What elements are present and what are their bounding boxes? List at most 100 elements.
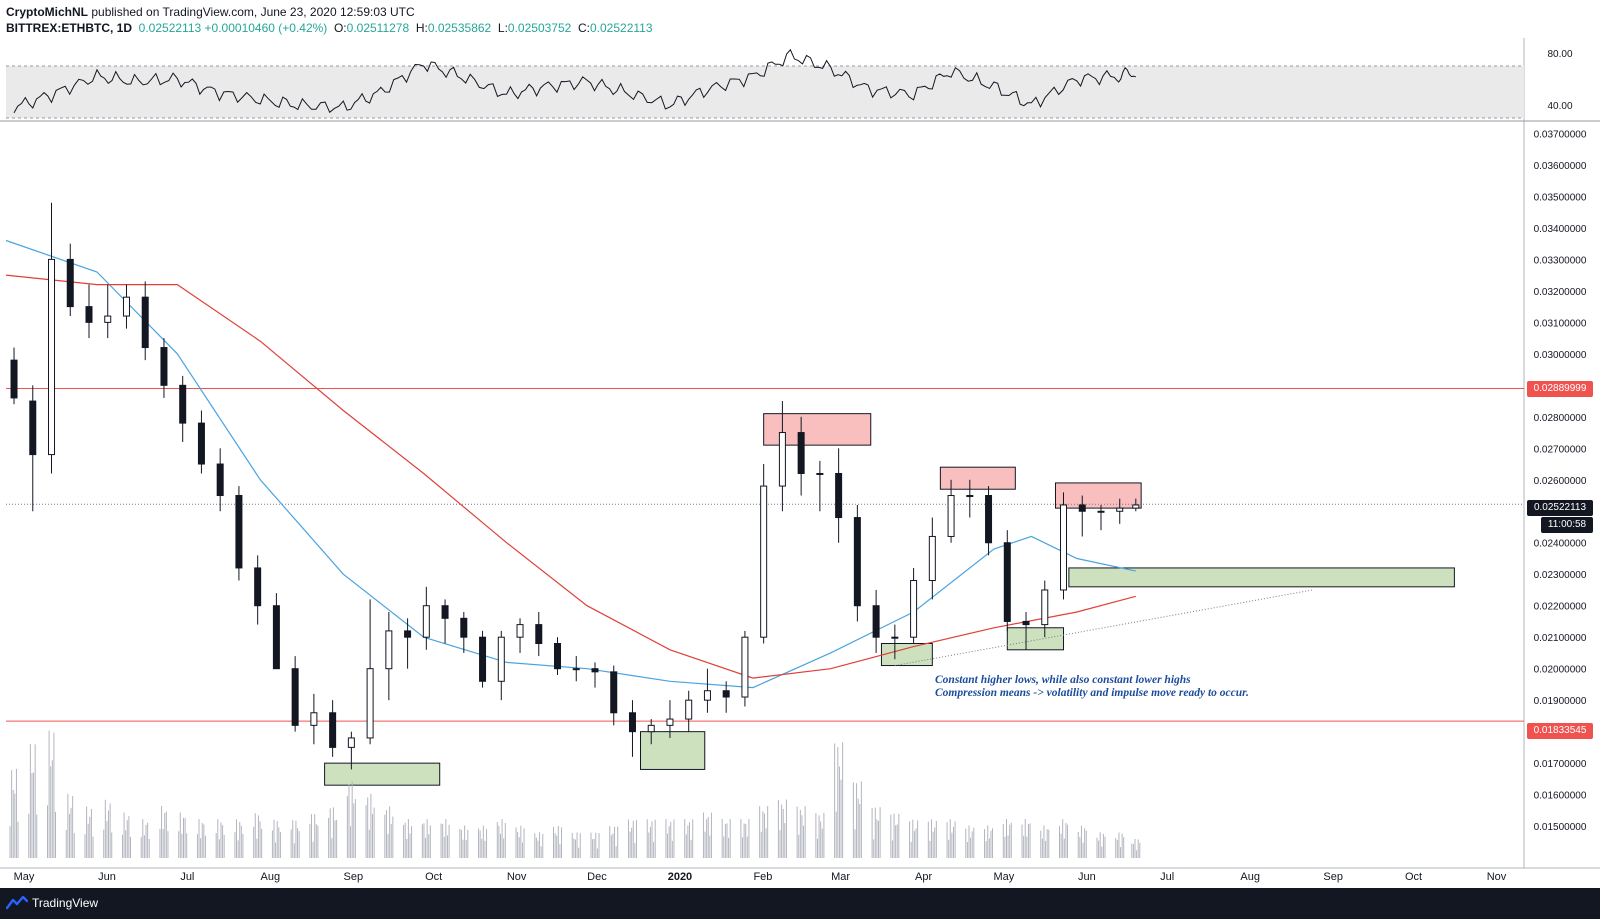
candle-body-38: [722, 690, 730, 698]
candle-body-17: [329, 712, 337, 748]
candle-body-29: [554, 642, 562, 670]
candle-body-12: [235, 495, 243, 569]
candle-body-31: [591, 668, 599, 673]
demand-zone-7: [324, 762, 441, 786]
time-tick-label-0: May: [14, 871, 35, 883]
candle-body-9: [179, 384, 187, 424]
price-tick-label-15: 0.02000000: [1534, 665, 1587, 676]
time-tick-label-15: Aug: [1240, 871, 1260, 883]
candle-body-23: [441, 605, 449, 619]
symbol-label[interactable]: BITTREX:ETHBTC, 1D: [6, 21, 132, 35]
moving-average-0: [5, 239, 1136, 689]
price-tick-label-3: 0.03400000: [1534, 224, 1587, 235]
chart-header: CryptoMichNL published on TradingView.co…: [0, 0, 1600, 38]
candle-body-18: [347, 737, 355, 748]
footer-brand[interactable]: TradingView: [6, 896, 98, 910]
candle-body-3: [66, 258, 74, 308]
last-price: 0.02522113: [138, 21, 202, 35]
candle-body-24: [460, 617, 468, 638]
candle-body-32: [610, 671, 618, 714]
candle-body-44: [835, 472, 843, 519]
time-tick-label-6: Nov: [507, 871, 527, 883]
chart-annotation: Constant higher lows, while also constan…: [935, 674, 1249, 700]
time-tick-label-9: Feb: [753, 871, 772, 883]
candle-body-15: [291, 668, 299, 726]
time-tick-label-4: Sep: [344, 871, 364, 883]
last-price-tag: 0.02522113: [1527, 500, 1593, 516]
price-tick-label-16: 0.01900000: [1534, 696, 1587, 707]
candle-body-22: [422, 605, 430, 638]
candle-body-1: [29, 400, 37, 456]
price-tick-label-13: 0.02200000: [1534, 602, 1587, 613]
symbol-ohlc-line: BITTREX:ETHBTC, 1D 0.02522113 +0.0001046…: [6, 21, 653, 35]
candle-body-40: [760, 485, 768, 638]
open-label: O:: [333, 21, 347, 35]
price-tick-label-18: 0.01700000: [1534, 759, 1587, 770]
publish-info: CryptoMichNL published on TradingView.co…: [6, 5, 415, 19]
price-tick-label-7: 0.03000000: [1534, 350, 1587, 361]
trendline: [894, 589, 1313, 667]
time-tick-label-17: Oct: [1405, 871, 1422, 883]
footer-bar: TradingView: [0, 888, 1600, 919]
candle-body-54: [1022, 620, 1030, 626]
moving-average-1: [5, 274, 1136, 679]
close-label: C:: [578, 21, 590, 35]
candle-body-59: [1116, 507, 1124, 512]
candle-body-10: [197, 422, 205, 465]
high-label: H:: [415, 21, 428, 35]
time-tick-label-14: Jul: [1160, 871, 1174, 883]
candle-body-56: [1060, 504, 1068, 591]
rsi-tick-label-1: 40.00: [1547, 101, 1572, 112]
candle-body-49: [928, 535, 936, 582]
price-tick-label-2: 0.03500000: [1534, 192, 1587, 203]
price-change: +0.00010460 (+0.42%): [204, 21, 328, 35]
annotation-line-2: Compression means -> volatility and impu…: [935, 687, 1249, 699]
demand-zone-3: [1068, 567, 1455, 588]
candle-body-0: [10, 359, 18, 399]
candle-body-25: [479, 636, 487, 682]
time-tick-label-11: Apr: [915, 871, 932, 883]
candle-body-26: [497, 636, 505, 682]
candle-body-47: [891, 636, 899, 639]
candle-body-33: [628, 712, 636, 733]
candle-body-53: [1003, 542, 1011, 622]
candle-body-52: [985, 495, 993, 544]
time-tick-label-7: Dec: [587, 871, 607, 883]
demand-zone-6: [640, 731, 706, 770]
candle-body-2: [48, 258, 56, 456]
time-tick-label-12: May: [994, 871, 1015, 883]
candle-body-39: [741, 636, 749, 698]
close-value: 0.02522113: [590, 21, 653, 35]
candle-body-7: [141, 296, 149, 349]
time-tick-label-5: Oct: [425, 871, 442, 883]
candle-body-50: [947, 495, 955, 537]
price-axis-background: [1524, 38, 1600, 888]
candle-body-19: [366, 668, 374, 739]
time-tick-label-2: Jul: [180, 871, 194, 883]
publisher-name[interactable]: CryptoMichNL: [6, 5, 88, 19]
candle-body-8: [160, 347, 168, 386]
candle-body-5: [104, 315, 112, 323]
open-value: 0.02511278: [346, 21, 410, 35]
price-tick-label-8: 0.02800000: [1534, 413, 1587, 424]
countdown-tag: 11:00:58: [1541, 517, 1593, 533]
candle-body-21: [404, 630, 412, 638]
supply-zone-1: [939, 466, 1016, 490]
candle-body-11: [216, 463, 224, 497]
candle-body-35: [666, 718, 674, 726]
candle-body-6: [122, 296, 130, 317]
candle-body-48: [910, 580, 918, 638]
candle-body-37: [703, 690, 711, 701]
time-tick-label-8: 2020: [668, 871, 692, 883]
rsi-tick-label-0: 80.00: [1547, 49, 1572, 60]
support-price-tag: 0.01833545: [1527, 723, 1593, 739]
price-tick-label-4: 0.03300000: [1534, 255, 1587, 266]
candle-body-34: [647, 724, 655, 733]
price-tick-label-9: 0.02700000: [1534, 444, 1587, 455]
candle-body-28: [535, 624, 543, 644]
price-tick-label-19: 0.01600000: [1534, 791, 1587, 802]
candle-body-14: [272, 605, 280, 670]
candle-body-30: [572, 668, 580, 671]
high-value: 0.02535862: [427, 21, 492, 35]
